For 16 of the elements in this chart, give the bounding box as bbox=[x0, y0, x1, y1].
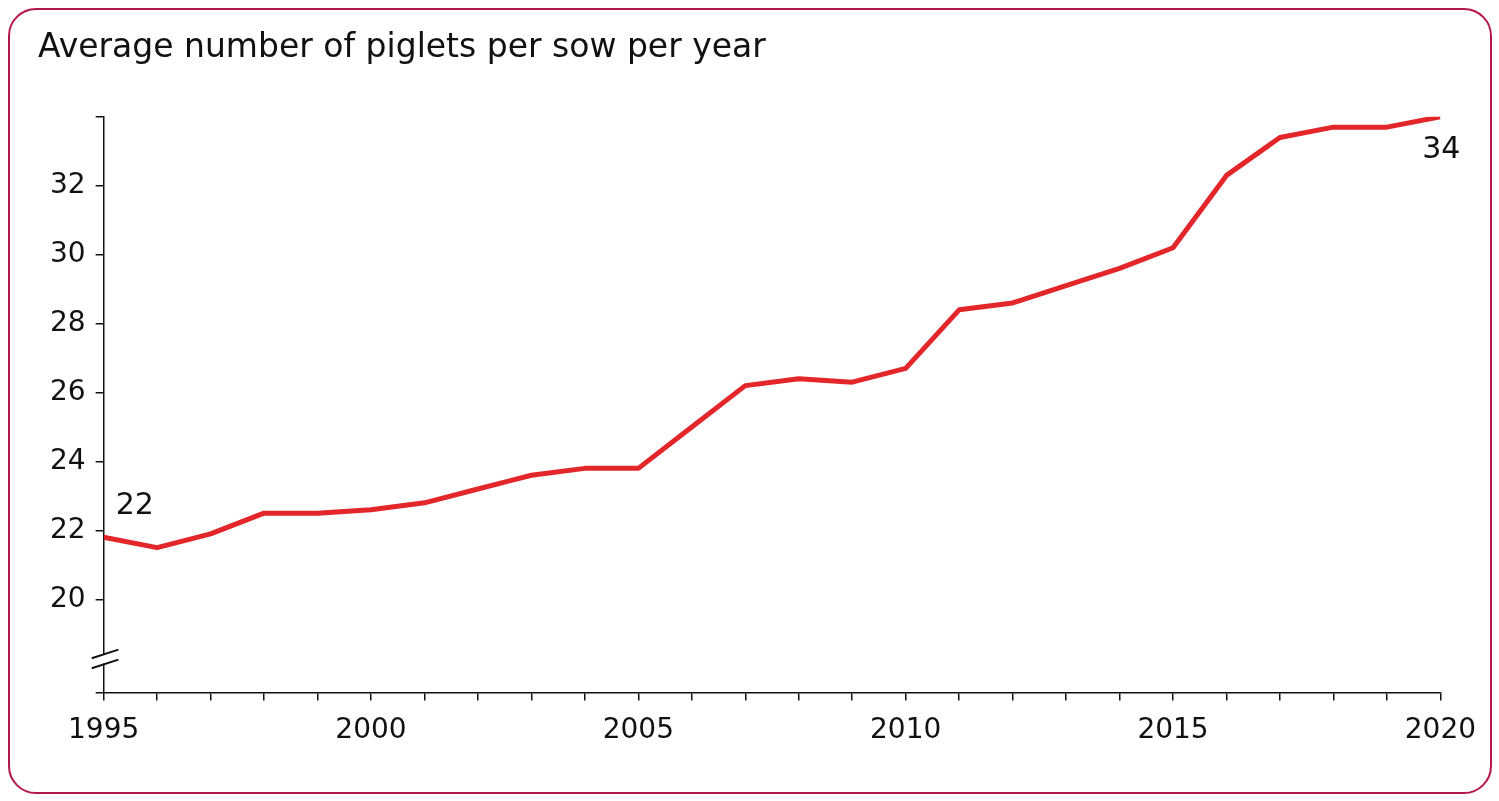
chart-title: Average number of piglets per sow per year bbox=[38, 26, 766, 65]
annotation: 34 bbox=[1422, 129, 1461, 165]
x-tick-label: 2020 bbox=[1404, 712, 1476, 746]
y-tick-label: 30 bbox=[49, 235, 86, 269]
y-tick-label: 32 bbox=[49, 167, 86, 201]
x-tick-label: 2015 bbox=[1137, 712, 1209, 746]
x-tick-label: 2010 bbox=[870, 712, 942, 746]
x-tick-label: 2000 bbox=[335, 712, 407, 746]
x-tick-label: 2005 bbox=[602, 712, 674, 746]
x-tick-label: 1995 bbox=[68, 712, 140, 746]
y-tick-label: 22 bbox=[49, 511, 86, 545]
y-tick-label: 20 bbox=[49, 580, 86, 614]
y-tick-label: 24 bbox=[49, 442, 86, 476]
y-tick-label: 26 bbox=[49, 373, 86, 407]
annotation: 22 bbox=[115, 486, 154, 522]
y-tick-label: 28 bbox=[49, 304, 86, 338]
